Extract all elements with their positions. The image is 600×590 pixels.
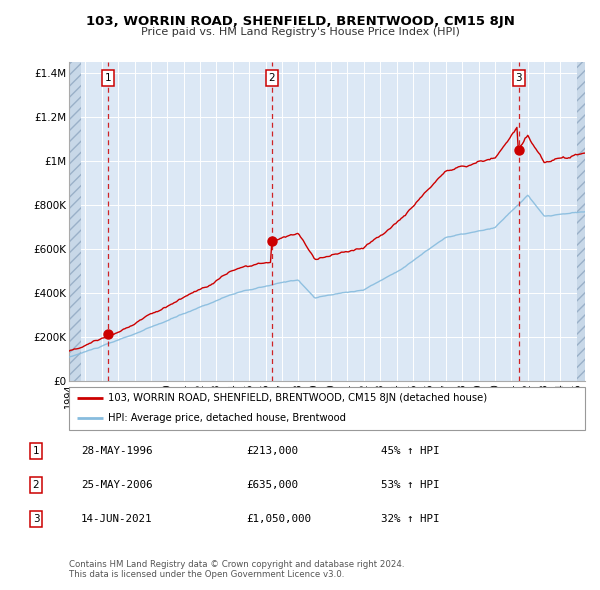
Text: 45% ↑ HPI: 45% ↑ HPI [381, 447, 439, 456]
FancyBboxPatch shape [69, 387, 585, 430]
Text: £1,050,000: £1,050,000 [246, 514, 311, 523]
Text: 3: 3 [32, 514, 40, 523]
Text: 2: 2 [268, 73, 275, 83]
Text: 1: 1 [104, 73, 111, 83]
Text: 32% ↑ HPI: 32% ↑ HPI [381, 514, 439, 523]
Text: 3: 3 [515, 73, 522, 83]
Text: £635,000: £635,000 [246, 480, 298, 490]
Text: 14-JUN-2021: 14-JUN-2021 [81, 514, 152, 523]
Text: Price paid vs. HM Land Registry's House Price Index (HPI): Price paid vs. HM Land Registry's House … [140, 27, 460, 37]
Bar [69, 62, 81, 381]
Text: 25-MAY-2006: 25-MAY-2006 [81, 480, 152, 490]
Text: 103, WORRIN ROAD, SHENFIELD, BRENTWOOD, CM15 8JN (detached house): 103, WORRIN ROAD, SHENFIELD, BRENTWOOD, … [108, 393, 487, 402]
Text: 1: 1 [32, 447, 40, 456]
Bar [577, 62, 587, 381]
Text: HPI: Average price, detached house, Brentwood: HPI: Average price, detached house, Bren… [108, 412, 346, 422]
Text: 53% ↑ HPI: 53% ↑ HPI [381, 480, 439, 490]
Text: 2: 2 [32, 480, 40, 490]
Text: Contains HM Land Registry data © Crown copyright and database right 2024.
This d: Contains HM Land Registry data © Crown c… [69, 560, 404, 579]
Text: 28-MAY-1996: 28-MAY-1996 [81, 447, 152, 456]
Text: £213,000: £213,000 [246, 447, 298, 456]
Text: 103, WORRIN ROAD, SHENFIELD, BRENTWOOD, CM15 8JN: 103, WORRIN ROAD, SHENFIELD, BRENTWOOD, … [86, 15, 514, 28]
